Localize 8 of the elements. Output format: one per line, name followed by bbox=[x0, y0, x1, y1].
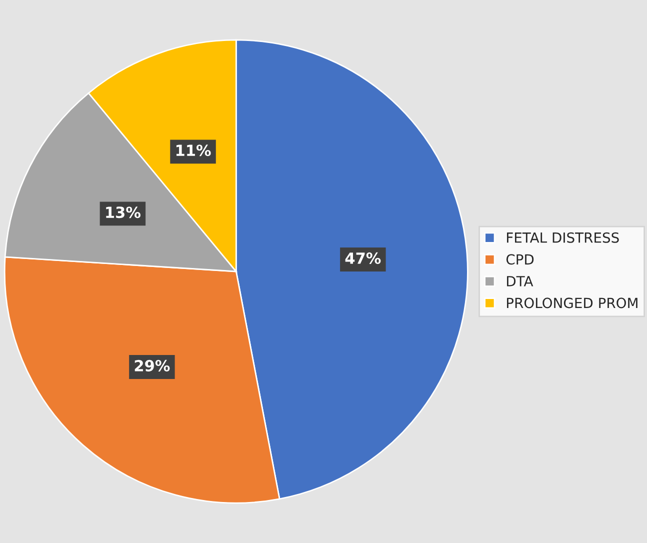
legend-label: CPD bbox=[506, 254, 534, 265]
data-label: 29% bbox=[134, 360, 170, 372]
legend-label: PROLONGED PROM bbox=[507, 298, 638, 308]
data-label: 13% bbox=[106, 206, 140, 218]
data-label: 47% bbox=[345, 252, 381, 264]
legend-label: FETAL DISTRESS bbox=[507, 232, 619, 243]
data-label: 11% bbox=[176, 144, 211, 156]
legend-label: DTA bbox=[507, 276, 534, 286]
